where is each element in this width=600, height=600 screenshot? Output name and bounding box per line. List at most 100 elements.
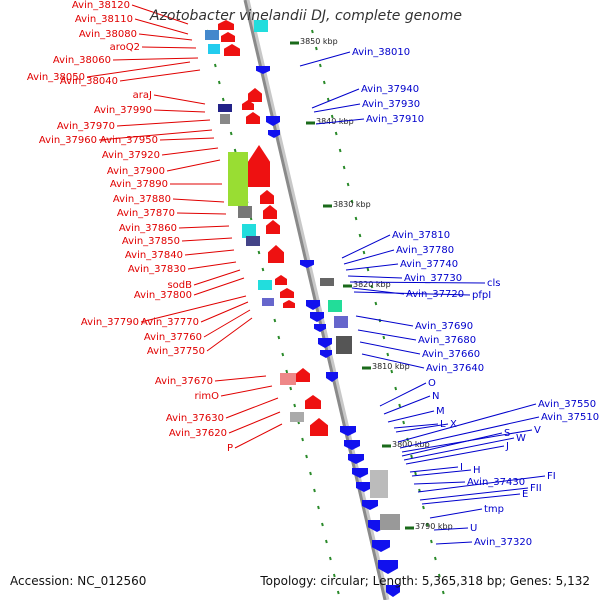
- ring-dash: [402, 420, 405, 425]
- reverse-gene-block: [380, 514, 400, 530]
- reverse-gene-label: M: [436, 406, 445, 417]
- reverse-gene-connector: [411, 469, 472, 477]
- forward-gene-arrow: [221, 32, 235, 42]
- forward-gene-connector: [225, 397, 279, 419]
- reverse-gene-label: pfpI: [472, 290, 491, 301]
- reverse-gene-label: I: [460, 462, 463, 473]
- forward-gene-label: Avin_38080: [79, 29, 137, 40]
- forward-gene-label: Avin_37670: [155, 376, 213, 387]
- ring-dash: [326, 97, 330, 102]
- ring-dash: [322, 80, 326, 85]
- reverse-gene-connector: [357, 329, 417, 341]
- forward-gene-connector: [153, 94, 206, 105]
- reverse-gene-label: Avin_37910: [366, 114, 424, 125]
- forward-gene-label: Avin_37990: [94, 105, 152, 116]
- forward-gene-connector: [228, 411, 281, 434]
- ring-dash: [257, 250, 261, 255]
- reverse-gene-connector: [435, 541, 473, 545]
- forward-gene-connector: [187, 261, 237, 270]
- reverse-gene-arrow: [372, 540, 390, 552]
- reverse-gene-label: FII: [530, 483, 542, 494]
- reverse-gene-connector: [417, 475, 546, 493]
- forward-gene-connector: [176, 212, 227, 215]
- reverse-gene-label: H: [473, 465, 481, 476]
- ring-dash: [305, 454, 308, 459]
- forward-gene-block: [290, 412, 304, 422]
- forward-gene-label: Avin_37920: [102, 150, 160, 161]
- ring-dash: [414, 471, 417, 476]
- ring-dash: [317, 505, 320, 510]
- kbp-tick-label: 3830 kbp: [333, 200, 371, 209]
- ring-dash: [390, 369, 394, 374]
- reverse-gene-arrow: [344, 440, 360, 450]
- reverse-gene-arrow: [320, 350, 332, 358]
- reverse-gene-label: Avin_37640: [426, 363, 484, 374]
- forward-gene-block: [258, 280, 272, 290]
- forward-gene-label: Avin_37900: [107, 166, 165, 177]
- forward-gene-connector: [98, 129, 213, 141]
- forward-gene-arrow: [260, 190, 274, 204]
- reverse-gene-connector: [401, 432, 503, 457]
- ring-dash: [426, 522, 429, 527]
- forward-gene-connector: [138, 33, 193, 41]
- forward-gene-label: Avin_37760: [144, 332, 202, 343]
- forward-gene-label: Avin_37840: [125, 250, 183, 261]
- reverse-gene-label: V: [534, 425, 541, 436]
- reverse-gene-arrow: [340, 426, 356, 436]
- forward-gene-label: Avin_37970: [57, 121, 115, 132]
- forward-gene-label: Avin_37890: [110, 179, 168, 190]
- reverse-gene-connector: [361, 353, 425, 369]
- forward-gene-arrow: [305, 395, 321, 409]
- forward-gene-label: Avin_38050: [27, 72, 85, 83]
- forward-gene-label: Avin_37950: [100, 135, 158, 146]
- forward-gene-block: [208, 44, 220, 54]
- ring-dash: [277, 335, 281, 340]
- reverse-gene-connector: [383, 395, 431, 415]
- ring-dash: [261, 267, 265, 272]
- reverse-gene-connector: [313, 103, 361, 113]
- ring-dash: [273, 318, 277, 323]
- ring-dash: [325, 539, 328, 544]
- ring-dash: [358, 233, 362, 238]
- ring-dash: [329, 556, 332, 561]
- forward-gene-connector: [134, 18, 189, 35]
- forward-gene-label: Avin_37960: [39, 135, 97, 146]
- ring-dash: [313, 488, 316, 493]
- kbp-tick-label: 3840 kbp: [316, 117, 354, 126]
- reverse-gene-connector: [387, 410, 435, 423]
- forward-gene-arrow: [310, 418, 328, 436]
- forward-gene-block: [246, 236, 260, 246]
- reverse-gene-label: Avin_37510: [541, 412, 599, 423]
- reverse-gene-label: tmp: [484, 504, 504, 515]
- reverse-gene-connector: [299, 51, 351, 67]
- forward-gene-connector: [178, 225, 230, 229]
- forward-gene-arrow: [248, 145, 270, 187]
- reverse-gene-arrow: [386, 585, 400, 597]
- reverse-gene-connector: [359, 341, 421, 355]
- forward-gene-connector: [161, 147, 219, 156]
- forward-gene-arrow: [242, 100, 254, 110]
- forward-gene-block: [228, 152, 248, 206]
- reverse-gene-label: Avin_37940: [361, 84, 419, 95]
- ring-dash: [350, 199, 354, 204]
- reverse-gene-connector: [393, 423, 439, 429]
- ring-dash: [293, 403, 297, 408]
- ring-dash: [213, 63, 217, 68]
- forward-gene-label: Avin_37830: [128, 264, 186, 275]
- reverse-gene-label: Avin_37740: [400, 259, 458, 270]
- reverse-gene-arrow: [300, 260, 314, 268]
- ring-dash: [321, 522, 324, 527]
- reverse-gene-label: Avin_37810: [392, 230, 450, 241]
- kbp-tick-label: 3850 kbp: [300, 37, 338, 46]
- forward-gene-label: Avin_38040: [60, 76, 118, 87]
- ring-dash: [441, 590, 445, 595]
- forward-gene-arrow: [296, 368, 310, 382]
- forward-gene-label: Avin_37870: [117, 208, 175, 219]
- reverse-gene-label: X: [450, 419, 457, 430]
- ring-dash: [285, 369, 289, 374]
- ring-dash: [366, 267, 370, 272]
- reverse-gene-connector: [397, 403, 537, 443]
- forward-gene-label: Avin_37770: [141, 317, 199, 328]
- ring-dash: [386, 352, 390, 357]
